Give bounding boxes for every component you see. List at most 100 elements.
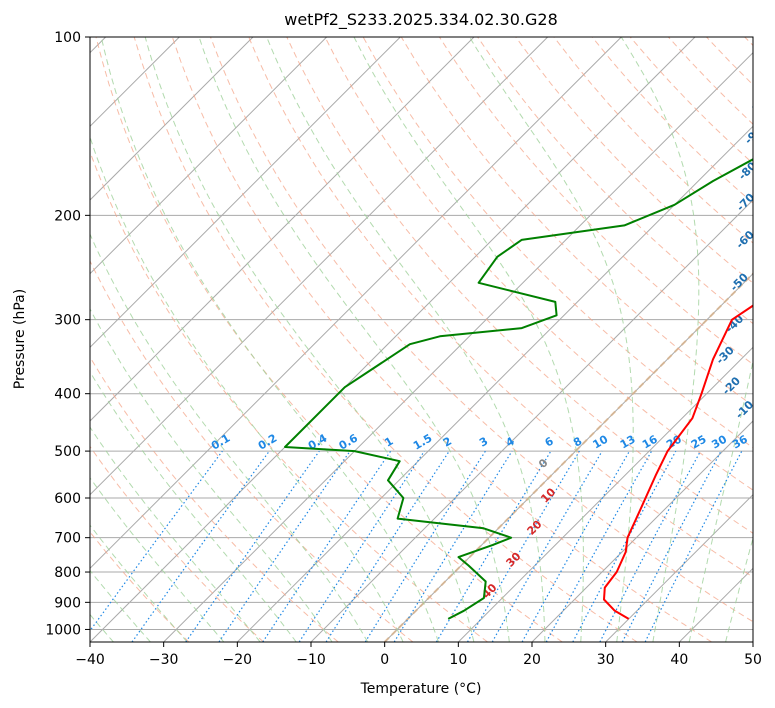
isotherm-line — [90, 37, 475, 422]
mixing-ratio-line — [545, 450, 653, 642]
mixing-ratio-label: 8 — [571, 435, 584, 450]
mixing-ratio-line — [90, 450, 223, 632]
y-tick-label: 700 — [54, 531, 81, 547]
dry-adiabat — [90, 445, 264, 642]
mixing-ratio-line — [644, 450, 743, 642]
moist-adiabat-label: 10 — [538, 485, 558, 505]
dry-adiabat — [706, 37, 753, 86]
x-tick-label: −30 — [149, 652, 179, 668]
isotherm-line — [90, 37, 549, 496]
dry-adiabat-label: -50 — [728, 270, 751, 293]
dry-adiabat-label: -90 — [742, 124, 765, 147]
dry-adiabat — [90, 356, 339, 642]
freezing-isotherm — [383, 272, 753, 642]
mixing-ratio-label: 3 — [477, 435, 490, 450]
moist-adiabat — [266, 37, 546, 642]
mixing-ratio-label: 10 — [590, 432, 610, 451]
isotherm-line — [90, 37, 696, 642]
moist-adiabat — [90, 426, 261, 642]
isotherm-line — [310, 199, 753, 642]
isotherm-line — [163, 51, 753, 642]
x-tick-label: 0 — [380, 652, 389, 668]
moist-adiabat — [90, 370, 297, 642]
mixing-ratio-line — [298, 450, 425, 642]
temperature-line — [603, 304, 753, 620]
moist-adiabat — [144, 37, 475, 642]
x-tick-label: −10 — [296, 652, 326, 668]
isotherm-line — [384, 272, 753, 642]
y-tick-label: 300 — [54, 313, 81, 329]
y-tick-label: 200 — [54, 208, 81, 224]
x-tick-label: 10 — [449, 652, 467, 668]
mixing-ratio-line — [262, 450, 392, 642]
dry-adiabat-label: -70 — [734, 190, 757, 213]
mixing-ratio-label: 1.5 — [411, 432, 434, 453]
moist-adiabat — [725, 536, 753, 642]
mixing-ratio-line — [521, 450, 631, 642]
mixing-ratio-label: 30 — [709, 432, 729, 451]
mixing-ratio-line — [572, 450, 677, 642]
dewpoint-line — [284, 158, 753, 620]
mixing-ratio-line — [218, 450, 351, 642]
x-tick-label: 40 — [670, 652, 688, 668]
moist-adiabat — [90, 232, 369, 642]
moist-adiabat — [688, 358, 753, 642]
dry-adiabat — [553, 37, 753, 244]
mixing-ratio-label: 25 — [689, 433, 709, 452]
isotherm-line — [457, 346, 753, 642]
moist-adiabat — [100, 37, 439, 642]
x-tick-label: 50 — [744, 652, 762, 668]
mixing-ratio-label: 13 — [618, 433, 638, 452]
dry-adiabat — [324, 37, 753, 491]
dry-adiabat — [286, 37, 753, 534]
isotherm-line — [678, 567, 753, 642]
moist-adiabat-label: 30 — [504, 549, 524, 569]
isotherm-line — [90, 37, 328, 275]
dry-adiabat-label: -30 — [714, 344, 737, 367]
isotherm-line — [531, 420, 753, 642]
y-tick-label: 800 — [54, 565, 81, 581]
y-tick-label: 900 — [54, 595, 81, 611]
dry-adiabat — [171, 37, 712, 642]
isotherm-line — [752, 641, 753, 642]
dry-adiabat — [90, 150, 488, 642]
x-axis-label: Temperature (°C) — [360, 681, 482, 697]
mixing-ratio-line — [435, 450, 552, 642]
dry-adiabat — [248, 37, 753, 578]
chart-title: wetPf2_S233.2025.334.02.30.G28 — [284, 10, 558, 30]
mixing-ratio-label: 16 — [640, 432, 660, 451]
mixing-ratio-line — [325, 450, 450, 642]
mixing-ratio-line — [364, 450, 486, 642]
isotherm-line — [90, 37, 622, 570]
mixing-ratio-line — [599, 450, 702, 642]
isotherm-line — [90, 37, 401, 349]
moist-adiabat — [90, 135, 404, 642]
dry-adiabat — [515, 37, 753, 284]
moist-adiabat — [353, 37, 584, 642]
isotherm-line — [236, 125, 753, 642]
isotherm-line — [605, 493, 753, 642]
moist-adiabat — [469, 37, 634, 642]
y-tick-label: 400 — [54, 387, 81, 403]
x-tick-label: 20 — [523, 652, 541, 668]
x-tick-label: 30 — [597, 652, 615, 668]
x-tick-label: −20 — [223, 652, 253, 668]
y-tick-label: 1000 — [45, 622, 81, 638]
mixing-ratio-line — [393, 450, 513, 642]
y-tick-label: 600 — [54, 491, 81, 507]
dry-adiabat — [90, 531, 190, 642]
dry-adiabat — [133, 37, 638, 642]
moist-adiabat — [90, 524, 188, 642]
mixing-ratio-label: 36 — [730, 432, 750, 451]
moist-adiabat — [90, 476, 225, 642]
y-tick-label: 500 — [54, 444, 81, 460]
y-axis-label: Pressure (hPa) — [12, 289, 28, 389]
y-tick-label: 100 — [54, 30, 81, 46]
mixing-ratio-line — [185, 450, 320, 642]
mixing-ratio-label: 1 — [382, 435, 395, 450]
moist-adiabat — [620, 37, 700, 642]
dry-adiabat — [210, 37, 753, 623]
moist-adiabat-label: 20 — [525, 517, 545, 537]
moist-adiabat-label: 0 — [536, 456, 551, 471]
